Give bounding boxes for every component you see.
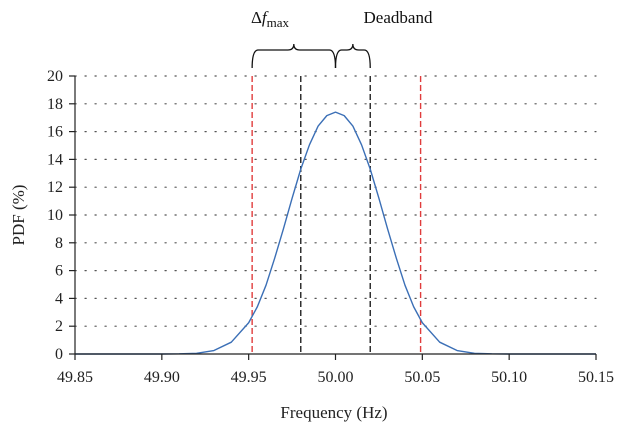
annotation-deadband: Deadband: [364, 8, 433, 27]
y-tick-label-8: 16: [47, 124, 63, 141]
brace-delta-f-max: [251, 43, 337, 69]
x-tick-label-3: 50.00: [318, 369, 354, 386]
x-tick-label-5: 50.10: [491, 369, 527, 386]
y-tick-label-5: 10: [47, 207, 63, 224]
series-group: [75, 111, 596, 355]
axes: [69, 75, 597, 360]
y-tick-labels: 0 2 4 6 8 10 12 14 16 18 20: [47, 68, 63, 363]
y-tick-label-0: 0: [55, 346, 63, 363]
series-line-0: [75, 111, 596, 355]
y-tick-label-3: 6: [55, 263, 63, 280]
x-tick-label-0: 49.85: [57, 369, 93, 386]
annotation-max: max: [267, 15, 290, 30]
x-tick-label-1: 49.90: [144, 369, 180, 386]
reference-lines: [251, 76, 422, 354]
gridlines: [74, 75, 597, 327]
annotation-delta-f-max: Δfmax: [251, 8, 290, 30]
y-tick-label-4: 8: [55, 235, 63, 252]
y-tick-label-10: 20: [47, 68, 63, 85]
brace-deadband: [334, 43, 371, 69]
braces: [251, 43, 371, 69]
x-tick-labels: 49.85 49.90 49.95 50.00 50.05 50.10 50.15: [57, 369, 614, 386]
x-tick-label-6: 50.15: [578, 369, 614, 386]
svg-text:Δfmax: Δfmax: [251, 8, 290, 30]
x-axis-title: Frequency (Hz): [280, 403, 387, 422]
annotation-f: f: [262, 8, 269, 27]
y-tick-label-2: 4: [55, 290, 63, 307]
y-tick-label-1: 2: [55, 318, 63, 335]
annotation-delta-symbol: Δ: [251, 8, 262, 27]
y-axis-title: PDF (%): [9, 185, 28, 246]
x-tick-label-2: 49.95: [231, 369, 267, 386]
x-tick-label-4: 50.05: [404, 369, 440, 386]
y-tick-label-7: 14: [47, 151, 63, 168]
y-tick-label-9: 18: [47, 96, 63, 113]
y-tick-label-6: 12: [47, 179, 63, 196]
